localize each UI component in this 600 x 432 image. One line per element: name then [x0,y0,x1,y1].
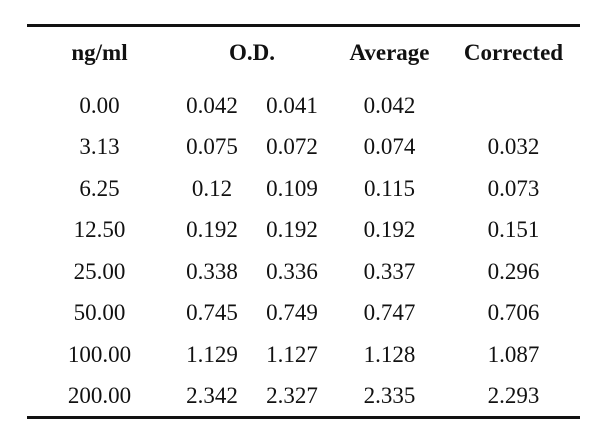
cell-concentration: 50.00 [73,300,126,326]
cell-average: 0.074 [363,134,416,160]
cell-concentration: 25.00 [73,258,126,284]
cell-corrected: 0.706 [487,300,540,326]
cell-concentration: 100.00 [67,341,132,367]
table-body: 0.00 0.042 0.041 0.042 3.13 0.075 0.072 … [27,79,580,416]
cell-od2: 0.109 [266,175,318,201]
standard-curve-table: ng/ml O.D. Average Corrected 0.00 0.042 … [27,24,580,419]
header-average: Average [349,40,430,65]
header-concentration: ng/ml [71,40,128,65]
cell-corrected: 0.296 [487,258,540,284]
cell-od2: 0.041 [266,92,318,118]
table-header: ng/ml O.D. Average Corrected [27,27,580,79]
table-top-rule [27,24,580,27]
cell-average: 0.192 [363,217,416,243]
table-row: 3.13 0.075 0.072 0.074 0.032 [27,127,580,169]
header-od: O.D. [229,40,275,65]
cell-average: 1.128 [363,341,416,367]
cell-concentration: 3.13 [79,134,120,160]
table-row: 12.50 0.192 0.192 0.192 0.151 [27,210,580,252]
cell-average: 0.747 [363,300,416,326]
cell-od1: 1.129 [186,341,238,367]
cell-od2: 0.192 [266,217,318,243]
table-row: 6.25 0.12 0.109 0.115 0.073 [27,168,580,210]
cell-corrected: 0.073 [487,175,540,201]
table-row: 50.00 0.745 0.749 0.747 0.706 [27,293,580,335]
cell-corrected: 0.151 [487,217,540,243]
cell-od2: 0.072 [266,134,318,160]
cell-concentration: 6.25 [79,175,120,201]
cell-od1: 0.042 [186,92,238,118]
cell-od1: 0.192 [186,217,238,243]
header-row: ng/ml O.D. Average Corrected [27,27,580,79]
cell-od2: 0.336 [266,258,318,284]
cell-od1: 0.075 [186,134,238,160]
cell-corrected: 2.293 [487,382,540,408]
cell-od1: 0.12 [191,175,233,201]
cell-average: 0.115 [364,175,415,201]
data-table: ng/ml O.D. Average Corrected 0.00 0.042 … [27,27,580,416]
cell-concentration: 12.50 [73,217,126,243]
cell-od1: 0.338 [186,258,238,284]
cell-concentration: 0.00 [79,92,120,118]
cell-average: 0.337 [363,258,416,284]
cell-corrected: 0.032 [487,134,540,160]
cell-od2: 1.127 [266,341,318,367]
header-corrected: Corrected [463,40,564,65]
cell-average: 2.335 [363,382,416,408]
cell-corrected [447,79,580,127]
cell-average: 0.042 [363,92,416,118]
table-bottom-rule [27,415,580,419]
cell-concentration: 200.00 [67,382,132,408]
cell-od2: 2.327 [266,382,318,408]
table-row: 100.00 1.129 1.127 1.128 1.087 [27,334,580,376]
table-row: 0.00 0.042 0.041 0.042 [27,79,580,127]
cell-od1: 0.745 [186,300,238,326]
cell-od1: 2.342 [186,382,238,408]
table-row: 25.00 0.338 0.336 0.337 0.296 [27,251,580,293]
cell-corrected: 1.087 [487,341,540,367]
table-row: 200.00 2.342 2.327 2.335 2.293 [27,376,580,416]
cell-od2: 0.749 [266,300,318,326]
